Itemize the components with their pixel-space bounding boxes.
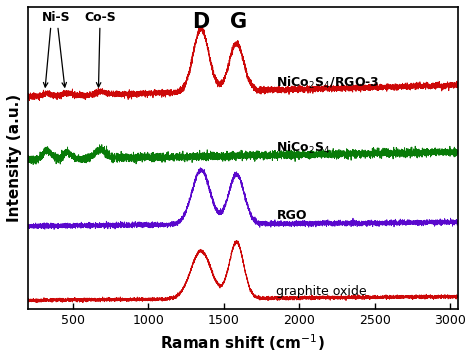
Text: Co-S: Co-S (85, 10, 117, 23)
X-axis label: Raman shift (cm$^{-1}$): Raman shift (cm$^{-1}$) (160, 332, 325, 353)
Y-axis label: Intensity (a.u.): Intensity (a.u.) (7, 94, 22, 222)
Text: RGO: RGO (276, 209, 307, 222)
Text: NiCo$_2$S$_4$/RGO-3: NiCo$_2$S$_4$/RGO-3 (276, 75, 380, 91)
Text: Ni-S: Ni-S (42, 10, 71, 23)
Text: graphite oxide: graphite oxide (276, 285, 367, 298)
Text: G: G (230, 12, 247, 32)
Text: NiCo$_2$S$_4$: NiCo$_2$S$_4$ (276, 140, 331, 156)
Text: D: D (192, 12, 210, 32)
